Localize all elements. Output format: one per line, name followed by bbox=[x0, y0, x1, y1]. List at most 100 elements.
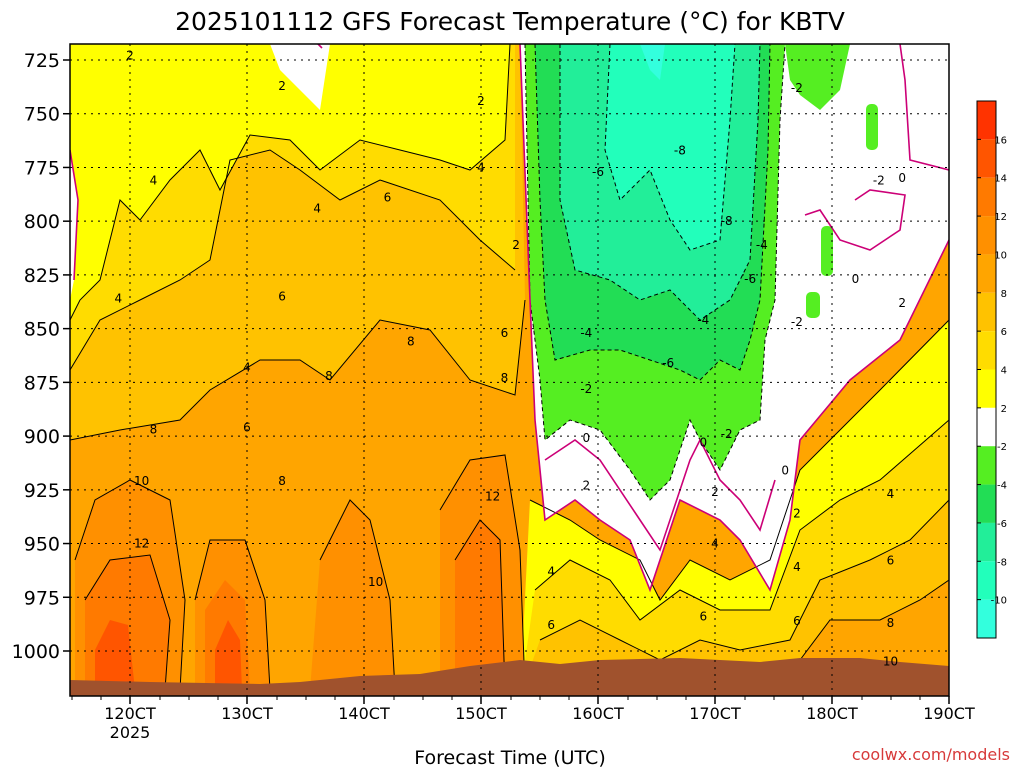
contour-label: 6 bbox=[243, 420, 251, 434]
y-tick-label: 975 bbox=[24, 587, 60, 609]
contour-label: 12 bbox=[134, 537, 149, 551]
contour-label: 0 bbox=[898, 171, 906, 185]
negative-contours bbox=[524, 44, 786, 501]
band-minus4-minus2-blob-b bbox=[821, 226, 833, 276]
x-tick-label: 190CT bbox=[923, 704, 975, 723]
contour-label: 4 bbox=[150, 173, 158, 187]
y-tick-label: 950 bbox=[24, 534, 60, 556]
colorbar: 16 14 12 10 8 6 4 2 -2 -4 -6 -8 -10 bbox=[976, 100, 1007, 639]
colorbar-tick-label: 12 bbox=[994, 212, 1007, 223]
contour-label: 10 bbox=[883, 655, 898, 669]
zero-contours bbox=[70, 44, 949, 593]
contour-label: 2 bbox=[898, 296, 906, 310]
y-tick-label: 750 bbox=[24, 104, 60, 126]
contour-label: 8 bbox=[407, 335, 415, 349]
colorbar-tick-label: -10 bbox=[991, 596, 1007, 607]
contour-label: -6 bbox=[662, 356, 674, 370]
contour-label: 10 bbox=[134, 474, 149, 488]
contour-label: 4 bbox=[547, 564, 555, 578]
colorbar-tick-label: -6 bbox=[997, 519, 1007, 530]
chart-title: 2025101112 GFS Forecast Temperature (°C)… bbox=[175, 7, 845, 36]
contour-label: 0 bbox=[852, 272, 860, 286]
contour-label: -2 bbox=[791, 315, 803, 329]
y-tick-label: 900 bbox=[24, 426, 60, 448]
band-14-16-b bbox=[215, 620, 242, 690]
colorbar-band bbox=[977, 561, 996, 600]
x-tick-label: 180CT bbox=[806, 704, 858, 723]
contour-label: 2 bbox=[711, 485, 719, 499]
colorbar-tick-label: 4 bbox=[1001, 366, 1007, 377]
band-12-14-c bbox=[455, 520, 505, 690]
x-tick-label: 120CT bbox=[104, 704, 156, 723]
colorbar-band bbox=[977, 599, 996, 638]
contour-label: 2 bbox=[126, 49, 134, 63]
band-2-4-upper bbox=[70, 44, 510, 320]
contour-label: 6 bbox=[699, 610, 707, 624]
x-tick-label: 170CT bbox=[689, 704, 741, 723]
contour-label: 4 bbox=[313, 201, 321, 215]
contour-label: 12 bbox=[485, 489, 500, 503]
y-tick-label: 925 bbox=[24, 480, 60, 502]
x-tick-label: 160CT bbox=[572, 704, 624, 723]
x-tick-sublabel: 2025 bbox=[110, 723, 151, 742]
contour-label: 0 bbox=[781, 463, 789, 477]
contour-labels: 2 2 2 4 4 4 2 4 6 6 4 6 6 8 8 8 8 8 10 12 12 10 -6 -8 -8 -4 -6 -4 -4… bbox=[114, 49, 906, 669]
contour-label: 2 bbox=[512, 238, 520, 252]
band-minus10-minus8 bbox=[605, 44, 735, 250]
contour-label: -4 bbox=[697, 313, 709, 327]
colorbar-band bbox=[977, 446, 996, 485]
colorbar-band bbox=[977, 331, 996, 370]
contour-label: 6 bbox=[547, 618, 555, 632]
contour-label: -4 bbox=[580, 326, 592, 340]
contour-label: 6 bbox=[793, 614, 801, 628]
contour-label: -2 bbox=[580, 382, 592, 396]
y-tick-label: 800 bbox=[24, 211, 60, 233]
contour-label: -6 bbox=[592, 165, 604, 179]
contour-label: 4 bbox=[711, 537, 719, 551]
colorbar-band bbox=[977, 522, 996, 562]
contour-label: 0 bbox=[582, 431, 590, 445]
y-tick-label: 725 bbox=[24, 50, 60, 72]
contour-label: 8 bbox=[325, 369, 333, 383]
colorbar-tick-label: 2 bbox=[1001, 404, 1007, 415]
contour-label: 2 bbox=[278, 79, 286, 93]
colorbar-band bbox=[977, 484, 996, 523]
colorbar-tick-label: 6 bbox=[1001, 327, 1007, 338]
contour-label: 6 bbox=[384, 191, 392, 205]
colorbar-tick-label: -4 bbox=[997, 481, 1007, 492]
contour-label: 8 bbox=[150, 423, 158, 437]
colorbar-band bbox=[977, 216, 996, 255]
colorbar-tick-label: 8 bbox=[1001, 289, 1007, 300]
contour-label: 2 bbox=[477, 94, 485, 108]
contour-label: -2 bbox=[721, 427, 733, 441]
colorbar-tick-label: 14 bbox=[994, 174, 1007, 185]
contour-label: 4 bbox=[243, 360, 251, 374]
y-axis: 725 750 775 800 825 850 875 900 925 950 975 1000 bbox=[12, 50, 70, 663]
y-tick-label: 850 bbox=[24, 319, 60, 341]
colorbar-band bbox=[977, 139, 996, 178]
contour-label: 8 bbox=[278, 474, 286, 488]
contour-label: 8 bbox=[887, 616, 895, 630]
plot-frame bbox=[69, 43, 950, 697]
contour-label: 4 bbox=[887, 487, 895, 501]
colorbar-band bbox=[977, 407, 996, 447]
y-tick-label: 825 bbox=[24, 265, 60, 287]
band-10-12-c bbox=[310, 500, 395, 690]
colorbar-tick-label: 16 bbox=[994, 135, 1007, 146]
colorbar-tick-label: -8 bbox=[997, 557, 1007, 568]
x-axis-label: Forecast Time (UTC) bbox=[414, 747, 605, 768]
colorbar-band bbox=[977, 177, 996, 217]
contour-label: 4 bbox=[114, 292, 122, 306]
contour-label: 0 bbox=[699, 436, 707, 450]
colorbar-band bbox=[977, 254, 996, 293]
contour-label: 6 bbox=[501, 326, 509, 340]
contour-label: 6 bbox=[278, 289, 286, 303]
contour-label: 4 bbox=[477, 160, 485, 174]
contour-label: -2 bbox=[791, 81, 803, 95]
y-tick-label: 775 bbox=[24, 157, 60, 179]
band-minus4-minus2-blob-c bbox=[806, 292, 820, 318]
contour-label: -6 bbox=[744, 272, 756, 286]
positive-contours bbox=[70, 44, 949, 691]
